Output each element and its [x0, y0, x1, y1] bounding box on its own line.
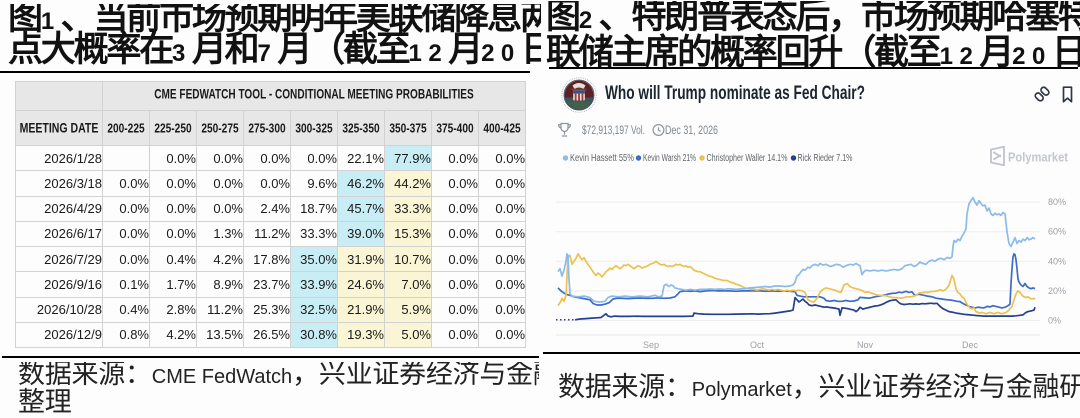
svg-text:60%: 60%	[1048, 227, 1066, 237]
svg-text:20%: 20%	[1048, 286, 1066, 296]
svg-text:Dec: Dec	[962, 340, 979, 350]
svg-text:Rick Rieder 7.1%: Rick Rieder 7.1%	[798, 153, 853, 164]
svg-text:Christopher Waller 14.1%: Christopher Waller 14.1%	[707, 153, 788, 164]
svg-text:Oct: Oct	[750, 340, 765, 350]
svg-text:Kevin Hassett 55%: Kevin Hassett 55%	[570, 153, 634, 164]
svg-text:Dec 31, 2026: Dec 31, 2026	[665, 123, 718, 137]
svg-text:Kevin Warsh 21%: Kevin Warsh 21%	[643, 153, 696, 164]
svg-text:0%: 0%	[1048, 316, 1061, 326]
svg-text:$72,913,197 Vol.: $72,913,197 Vol.	[582, 123, 645, 137]
svg-text:40%: 40%	[1048, 256, 1066, 266]
svg-text:Polymarket: Polymarket	[1008, 150, 1069, 165]
svg-text:Sep: Sep	[643, 340, 659, 350]
svg-text:80%: 80%	[1048, 197, 1066, 207]
svg-text:Nov: Nov	[857, 340, 874, 350]
